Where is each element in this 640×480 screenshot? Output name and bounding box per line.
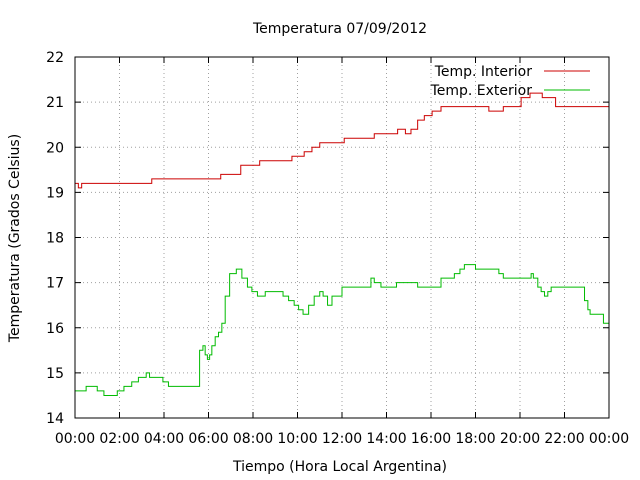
- x-axis-label: Tiempo (Hora Local Argentina): [232, 459, 447, 475]
- x-tick-label: 08:00: [233, 431, 273, 447]
- series-line-interior: [75, 92, 609, 189]
- plot-frame: [74, 56, 610, 419]
- x-tick-label: 06:00: [188, 431, 228, 447]
- series-lines: [75, 92, 610, 396]
- tick-labels: 00:00 02:00 04:00 06:00 08:00 10:00 12:00 14:00…: [46, 50, 629, 447]
- x-tick-label: 00:00: [55, 431, 95, 447]
- y-tick-label: 15: [46, 366, 64, 382]
- x-tick-label: 02:00: [99, 431, 139, 447]
- x-tick-label: 04:00: [144, 431, 184, 447]
- grid-lines: [75, 57, 609, 418]
- x-tick-label: 18:00: [455, 431, 495, 447]
- y-tick-label: 18: [46, 231, 64, 247]
- y-tick-label: 22: [46, 50, 64, 66]
- series-line-exterior: [75, 264, 610, 396]
- y-tick-label: 17: [46, 276, 64, 292]
- y-tick-label: 14: [46, 411, 64, 427]
- y-tick-label: 20: [46, 140, 64, 156]
- x-tick-label: 20:00: [500, 431, 540, 447]
- x-tick-label: 10:00: [277, 431, 317, 447]
- x-tick-label: 22:00: [544, 431, 584, 447]
- x-tick-label: 14:00: [366, 431, 406, 447]
- x-tick-label: 16:00: [411, 431, 451, 447]
- y-axis-label: Temperatura (Grados Celsius): [7, 134, 23, 343]
- y-tick-label: 21: [46, 95, 64, 111]
- legend-label: Temp. Interior: [434, 64, 533, 80]
- x-tick-label: 12:00: [322, 431, 362, 447]
- legend-label: Temp. Exterior: [430, 83, 533, 99]
- chart-title: Temperatura 07/09/2012: [252, 21, 427, 37]
- x-tick-label: 00:00: [589, 431, 629, 447]
- legend: Temp. Interior Temp. Exterior: [430, 64, 590, 99]
- y-tick-label: 19: [46, 185, 64, 201]
- y-tick-label: 16: [46, 321, 64, 337]
